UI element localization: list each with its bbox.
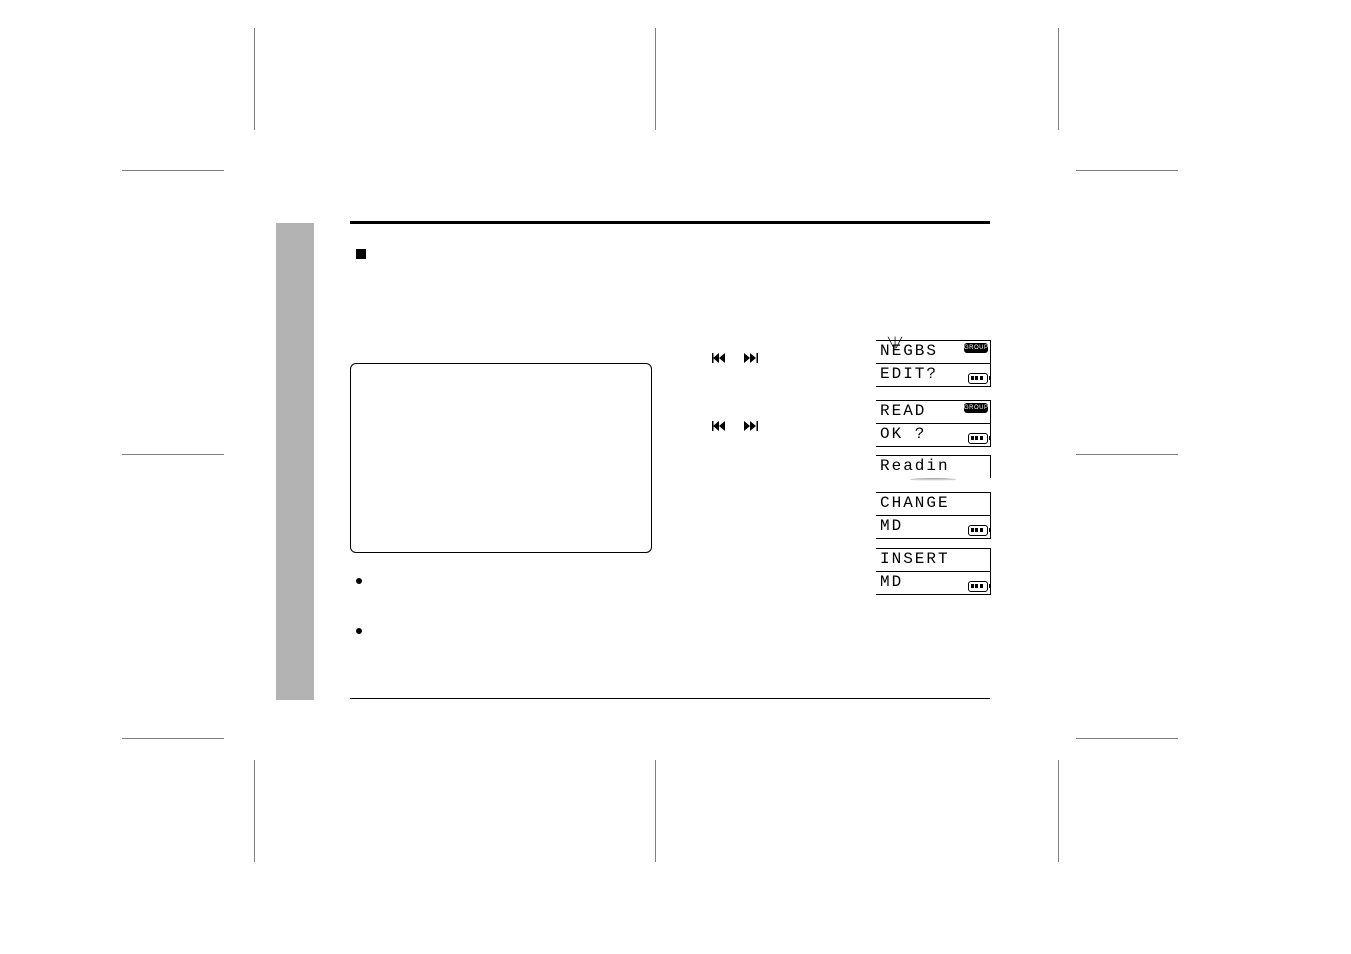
skip-icons-2 xyxy=(712,418,758,436)
lcd-panel-3: Readin xyxy=(876,455,991,478)
section-top-rule xyxy=(350,221,990,224)
lcd-text: INSERT xyxy=(880,550,950,568)
lcd-text: MD xyxy=(880,573,903,591)
lcd-row: OK ? xyxy=(876,424,990,447)
lcd-panel-1: NEGBS ╲│╱ GROUP EDIT? xyxy=(876,340,991,387)
crop-mark xyxy=(122,738,224,739)
crop-mark xyxy=(655,28,656,130)
cursor-icon: ╲│╱ xyxy=(888,339,900,349)
battery-icon xyxy=(968,433,988,444)
skip-next-icon xyxy=(744,418,758,436)
lcd-text: Readin xyxy=(880,457,950,475)
lcd-row: Readin xyxy=(876,455,990,478)
crop-mark xyxy=(1058,28,1059,130)
crop-mark xyxy=(254,760,255,862)
crop-mark xyxy=(122,454,224,455)
lcd-row: NEGBS ╲│╱ GROUP xyxy=(876,340,990,364)
lcd-row: MD xyxy=(876,572,990,595)
lcd-row: CHANGE xyxy=(876,492,990,516)
group-tag-icon: GROUP xyxy=(964,403,988,413)
lcd-panel-2: READ GROUP OK ? xyxy=(876,400,991,447)
fade-edge-icon xyxy=(876,478,990,481)
skip-previous-icon xyxy=(712,418,726,436)
lcd-row: READ GROUP xyxy=(876,400,990,424)
crop-mark xyxy=(1076,454,1178,455)
lcd-row: EDIT? xyxy=(876,364,990,387)
skip-icons-1 xyxy=(712,350,758,368)
lcd-text: MD xyxy=(880,517,903,535)
skip-previous-icon xyxy=(712,350,726,368)
lcd-text: OK ? xyxy=(880,425,926,443)
skip-next-icon xyxy=(744,350,758,368)
lcd-panel-5: INSERT MD xyxy=(876,548,991,595)
lcd-panel-4: CHANGE MD xyxy=(876,492,991,539)
crop-mark xyxy=(254,28,255,130)
crop-mark xyxy=(1076,170,1178,171)
crop-mark xyxy=(655,760,656,862)
crop-mark xyxy=(122,170,224,171)
illustration-box xyxy=(350,363,652,553)
crop-mark xyxy=(1076,738,1178,739)
battery-icon xyxy=(968,525,988,536)
grey-side-tab xyxy=(276,223,314,700)
battery-icon xyxy=(968,581,988,592)
battery-icon xyxy=(968,373,988,384)
lcd-row: INSERT xyxy=(876,548,990,572)
square-bullet-icon xyxy=(356,249,366,259)
dot-bullet-icon xyxy=(356,578,362,584)
lcd-row: MD xyxy=(876,516,990,539)
lcd-text: CHANGE xyxy=(880,494,950,512)
lcd-text: EDIT? xyxy=(880,365,938,383)
section-bottom-rule xyxy=(350,698,990,699)
group-tag-icon: GROUP xyxy=(964,343,988,353)
crop-mark xyxy=(1058,760,1059,862)
dot-bullet-icon xyxy=(356,628,362,634)
lcd-text: READ xyxy=(880,402,926,420)
